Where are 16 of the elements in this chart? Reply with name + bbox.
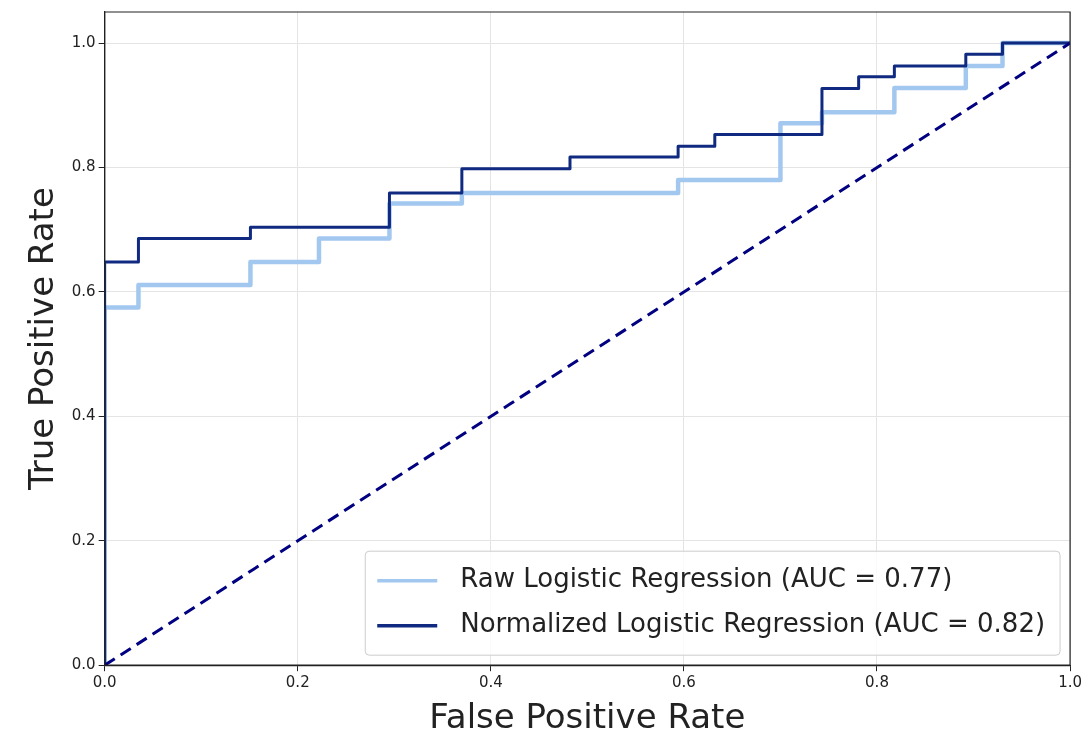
y-tick-label: 0.2 <box>71 530 96 549</box>
x-axis-title: False Positive Rate <box>429 696 746 737</box>
y-tick-label: 0.8 <box>71 157 96 176</box>
x-tick-label: 0.4 <box>478 673 503 692</box>
legend-label: Raw Logistic Regression (AUC = 0.77) <box>460 563 953 594</box>
x-tick-label: 0.0 <box>92 673 117 692</box>
x-tick-label: 0.6 <box>671 673 696 692</box>
y-tick-label: 0.6 <box>71 281 96 300</box>
y-tick-label: 1.0 <box>71 33 96 51</box>
x-tick-label: 0.2 <box>285 673 310 692</box>
y-tick-label: 0.4 <box>71 406 96 425</box>
x-tick-label: 1.0 <box>1058 673 1082 692</box>
y-axis-title: True Positive Rate <box>21 187 62 492</box>
x-tick-label: 0.8 <box>865 673 889 692</box>
legend-label: Normalized Logistic Regression (AUC = 0.82) <box>460 608 1046 639</box>
y-tick-label: 0.0 <box>71 655 96 674</box>
